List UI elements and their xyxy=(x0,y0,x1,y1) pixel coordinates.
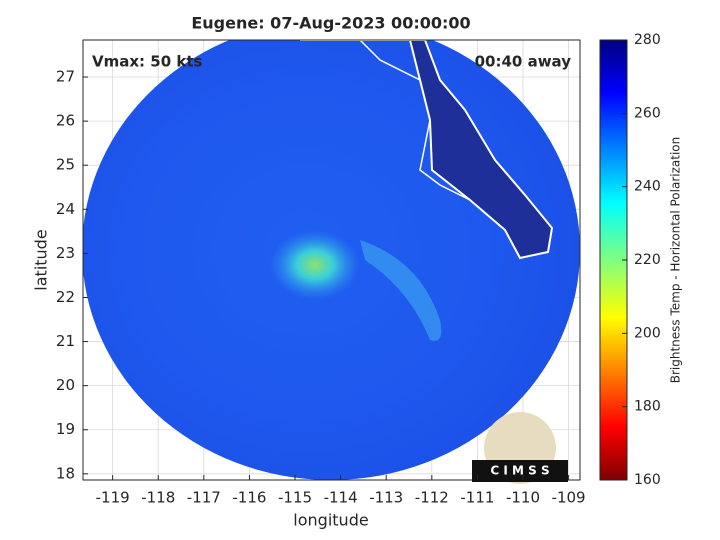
y-tick-label: 23 xyxy=(56,244,75,262)
colorbar-tick-label: 280 xyxy=(634,32,661,48)
y-tick-label: 26 xyxy=(56,112,75,130)
y-tick-label: 19 xyxy=(56,420,75,438)
chart-title: Eugene: 07-Aug-2023 00:00:00 xyxy=(191,14,470,33)
colorbar-tick-label: 160 xyxy=(634,472,661,488)
colorbar-tick-label: 240 xyxy=(634,179,661,195)
x-tick-label: -118 xyxy=(141,489,175,507)
logo-text: C I M S S xyxy=(490,464,549,478)
y-tick-label: 22 xyxy=(56,288,75,306)
y-tick-label: 27 xyxy=(56,68,75,86)
annotation: 00:40 away xyxy=(475,53,572,71)
colorbar-tick-label: 260 xyxy=(634,105,661,121)
y-tick-label: 24 xyxy=(56,200,75,218)
y-axis-label: latitude xyxy=(32,229,51,290)
logo: C I M S S xyxy=(472,412,568,484)
colorbar-label: Brightness Temp - Horizontal Polarizatio… xyxy=(669,137,683,384)
x-tick-label: -110 xyxy=(506,489,540,507)
plot-frame xyxy=(82,39,581,481)
annotation: Vmax: 50 kts xyxy=(92,53,202,71)
y-tick-label: 18 xyxy=(56,464,75,482)
colorbar-tick-label: 200 xyxy=(634,325,661,341)
x-tick-label: -113 xyxy=(369,489,403,507)
coastline xyxy=(300,40,553,259)
x-tick-label: -109 xyxy=(552,489,586,507)
x-axis-label: longitude xyxy=(293,511,368,530)
x-tick-label: -112 xyxy=(415,489,449,507)
y-tick-label: 20 xyxy=(56,376,75,394)
storm-core xyxy=(270,230,360,300)
rainband xyxy=(360,240,442,341)
colorbar-tick-label: 220 xyxy=(634,252,661,268)
y-tick-label: 21 xyxy=(56,332,75,350)
x-tick-label: -111 xyxy=(460,489,494,507)
y-tick-label: 25 xyxy=(56,156,75,174)
x-tick-label: -119 xyxy=(96,489,130,507)
colorbar-tick-label: 180 xyxy=(634,399,661,415)
x-tick-label: -117 xyxy=(187,489,221,507)
swath xyxy=(83,40,580,480)
x-tick-label: -115 xyxy=(278,489,312,507)
x-tick-label: -116 xyxy=(232,489,266,507)
x-tick-label: -114 xyxy=(324,489,358,507)
